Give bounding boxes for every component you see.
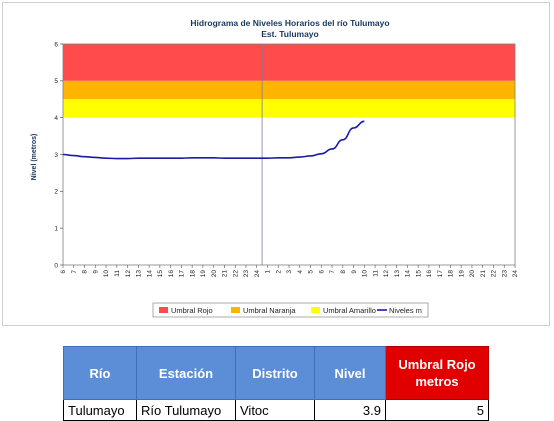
chart-title: Hidrograma de Niveles Horarios del río T… bbox=[190, 18, 389, 28]
x-tick-label: 19 bbox=[458, 270, 465, 278]
x-tick-label: 11 bbox=[114, 270, 121, 277]
x-tick-label: 20 bbox=[211, 270, 218, 278]
x-tick-label: 21 bbox=[480, 270, 487, 278]
x-tick-label: 14 bbox=[405, 270, 412, 278]
cell-umbral: 5 bbox=[385, 399, 489, 421]
x-tick-label: 22 bbox=[491, 270, 498, 278]
x-tick-label: 16 bbox=[168, 270, 175, 278]
cell-nivel: 3.9 bbox=[314, 399, 386, 421]
x-tick-label: 16 bbox=[426, 270, 433, 278]
legend-label: Umbral Rojo bbox=[171, 306, 213, 315]
x-tick-label: 20 bbox=[469, 270, 476, 278]
legend-label: Niveles m bbox=[389, 306, 422, 315]
x-tick-label: 8 bbox=[340, 270, 347, 274]
x-tick-label: 23 bbox=[243, 270, 250, 278]
hydrograph-chart: Hidrograma de Niveles Horarios del río T… bbox=[2, 2, 550, 326]
y-tick-label: 4 bbox=[54, 115, 58, 122]
station-table: Río Estación Distrito Nivel Umbral Rojo … bbox=[63, 346, 489, 421]
chart-subtitle: Est. Tulumayo bbox=[261, 29, 318, 39]
x-tick-label: 17 bbox=[179, 270, 186, 278]
x-tick-label: 23 bbox=[501, 270, 508, 278]
x-tick-label: 12 bbox=[383, 270, 390, 278]
y-tick-label: 1 bbox=[54, 225, 58, 232]
legend-swatch bbox=[311, 307, 320, 313]
y-tick-label: 2 bbox=[54, 189, 58, 196]
table-header-row: Río Estación Distrito Nivel Umbral Rojo … bbox=[63, 346, 489, 400]
x-tick-label: 6 bbox=[60, 270, 67, 274]
x-tick-label: 7 bbox=[329, 270, 336, 274]
x-tick-label: 18 bbox=[448, 270, 455, 278]
threshold-bands bbox=[63, 44, 515, 118]
hydrograph-svg: Hidrograma de Niveles Horarios del río T… bbox=[31, 18, 519, 318]
y-tick-label: 3 bbox=[54, 152, 58, 159]
x-tick-label: 13 bbox=[136, 270, 143, 278]
series-layer bbox=[62, 120, 365, 160]
x-tick-label: 24 bbox=[254, 270, 261, 278]
x-tick-label: 19 bbox=[200, 270, 207, 278]
header-distrito: Distrito bbox=[235, 346, 315, 400]
x-tick-label: 12 bbox=[125, 270, 132, 278]
header-umbral-line1: Umbral Rojo bbox=[398, 357, 476, 372]
header-rio: Río bbox=[63, 346, 137, 400]
legend-swatch bbox=[159, 307, 168, 313]
header-estacion: Estación bbox=[136, 346, 236, 400]
cell-rio: Tulumayo bbox=[63, 399, 137, 421]
x-tick-label: 5 bbox=[308, 270, 315, 274]
y-tick-label: 6 bbox=[54, 41, 58, 48]
x-tick-label: 8 bbox=[82, 270, 89, 274]
legend-swatch bbox=[231, 307, 240, 313]
x-tick-label: 1 bbox=[265, 270, 272, 274]
x-tick-label: 22 bbox=[232, 270, 239, 278]
table-row: Tulumayo Río Tulumayo Vitoc 3.9 5 bbox=[63, 399, 489, 421]
x-tick-label: 6 bbox=[318, 270, 325, 274]
x-tick-label: 13 bbox=[394, 270, 401, 278]
x-tick-label: 9 bbox=[351, 270, 358, 274]
x-tick-label: 11 bbox=[372, 270, 379, 277]
x-tick-label: 18 bbox=[189, 270, 196, 278]
x-tick-label: 9 bbox=[92, 270, 99, 274]
cell-distrito: Vitoc bbox=[235, 399, 315, 421]
band-umbral-rojo bbox=[63, 44, 515, 81]
x-tick-label: 10 bbox=[362, 270, 369, 278]
y-tick-label: 0 bbox=[54, 262, 58, 269]
x-tick-label: 24 bbox=[512, 270, 519, 278]
header-nivel: Nivel bbox=[314, 346, 386, 400]
header-umbral-rojo: Umbral Rojo metros bbox=[385, 346, 489, 400]
band-umbral-amarillo bbox=[63, 99, 515, 118]
x-tick-label: 10 bbox=[103, 270, 110, 278]
band-umbral-naranja bbox=[63, 80, 515, 100]
legend-label: Umbral Naranja bbox=[243, 306, 296, 315]
x-tick-label: 21 bbox=[222, 270, 229, 278]
legend-box bbox=[152, 302, 429, 318]
legend: Umbral Rojo Umbral Naranja Umbral Amarillo… bbox=[152, 302, 429, 318]
x-tick-label: 4 bbox=[297, 270, 304, 274]
y-tick-label: 5 bbox=[54, 78, 58, 85]
x-tick-label: 3 bbox=[286, 270, 293, 274]
y-axis-label: Nivel (metros) bbox=[31, 134, 38, 181]
x-tick-label: 7 bbox=[71, 270, 78, 274]
cell-estacion: Río Tulumayo bbox=[136, 399, 236, 421]
x-tick-label: 14 bbox=[146, 270, 153, 278]
x-tick-label: 2 bbox=[275, 270, 282, 274]
legend-label: Umbral Amarillo bbox=[323, 306, 376, 315]
series-line-niveles bbox=[62, 120, 365, 160]
x-tick-label: 15 bbox=[415, 270, 422, 278]
x-tick-label: 15 bbox=[157, 270, 164, 278]
header-umbral-line2: metros bbox=[415, 374, 459, 389]
x-tick-label: 17 bbox=[437, 270, 444, 278]
